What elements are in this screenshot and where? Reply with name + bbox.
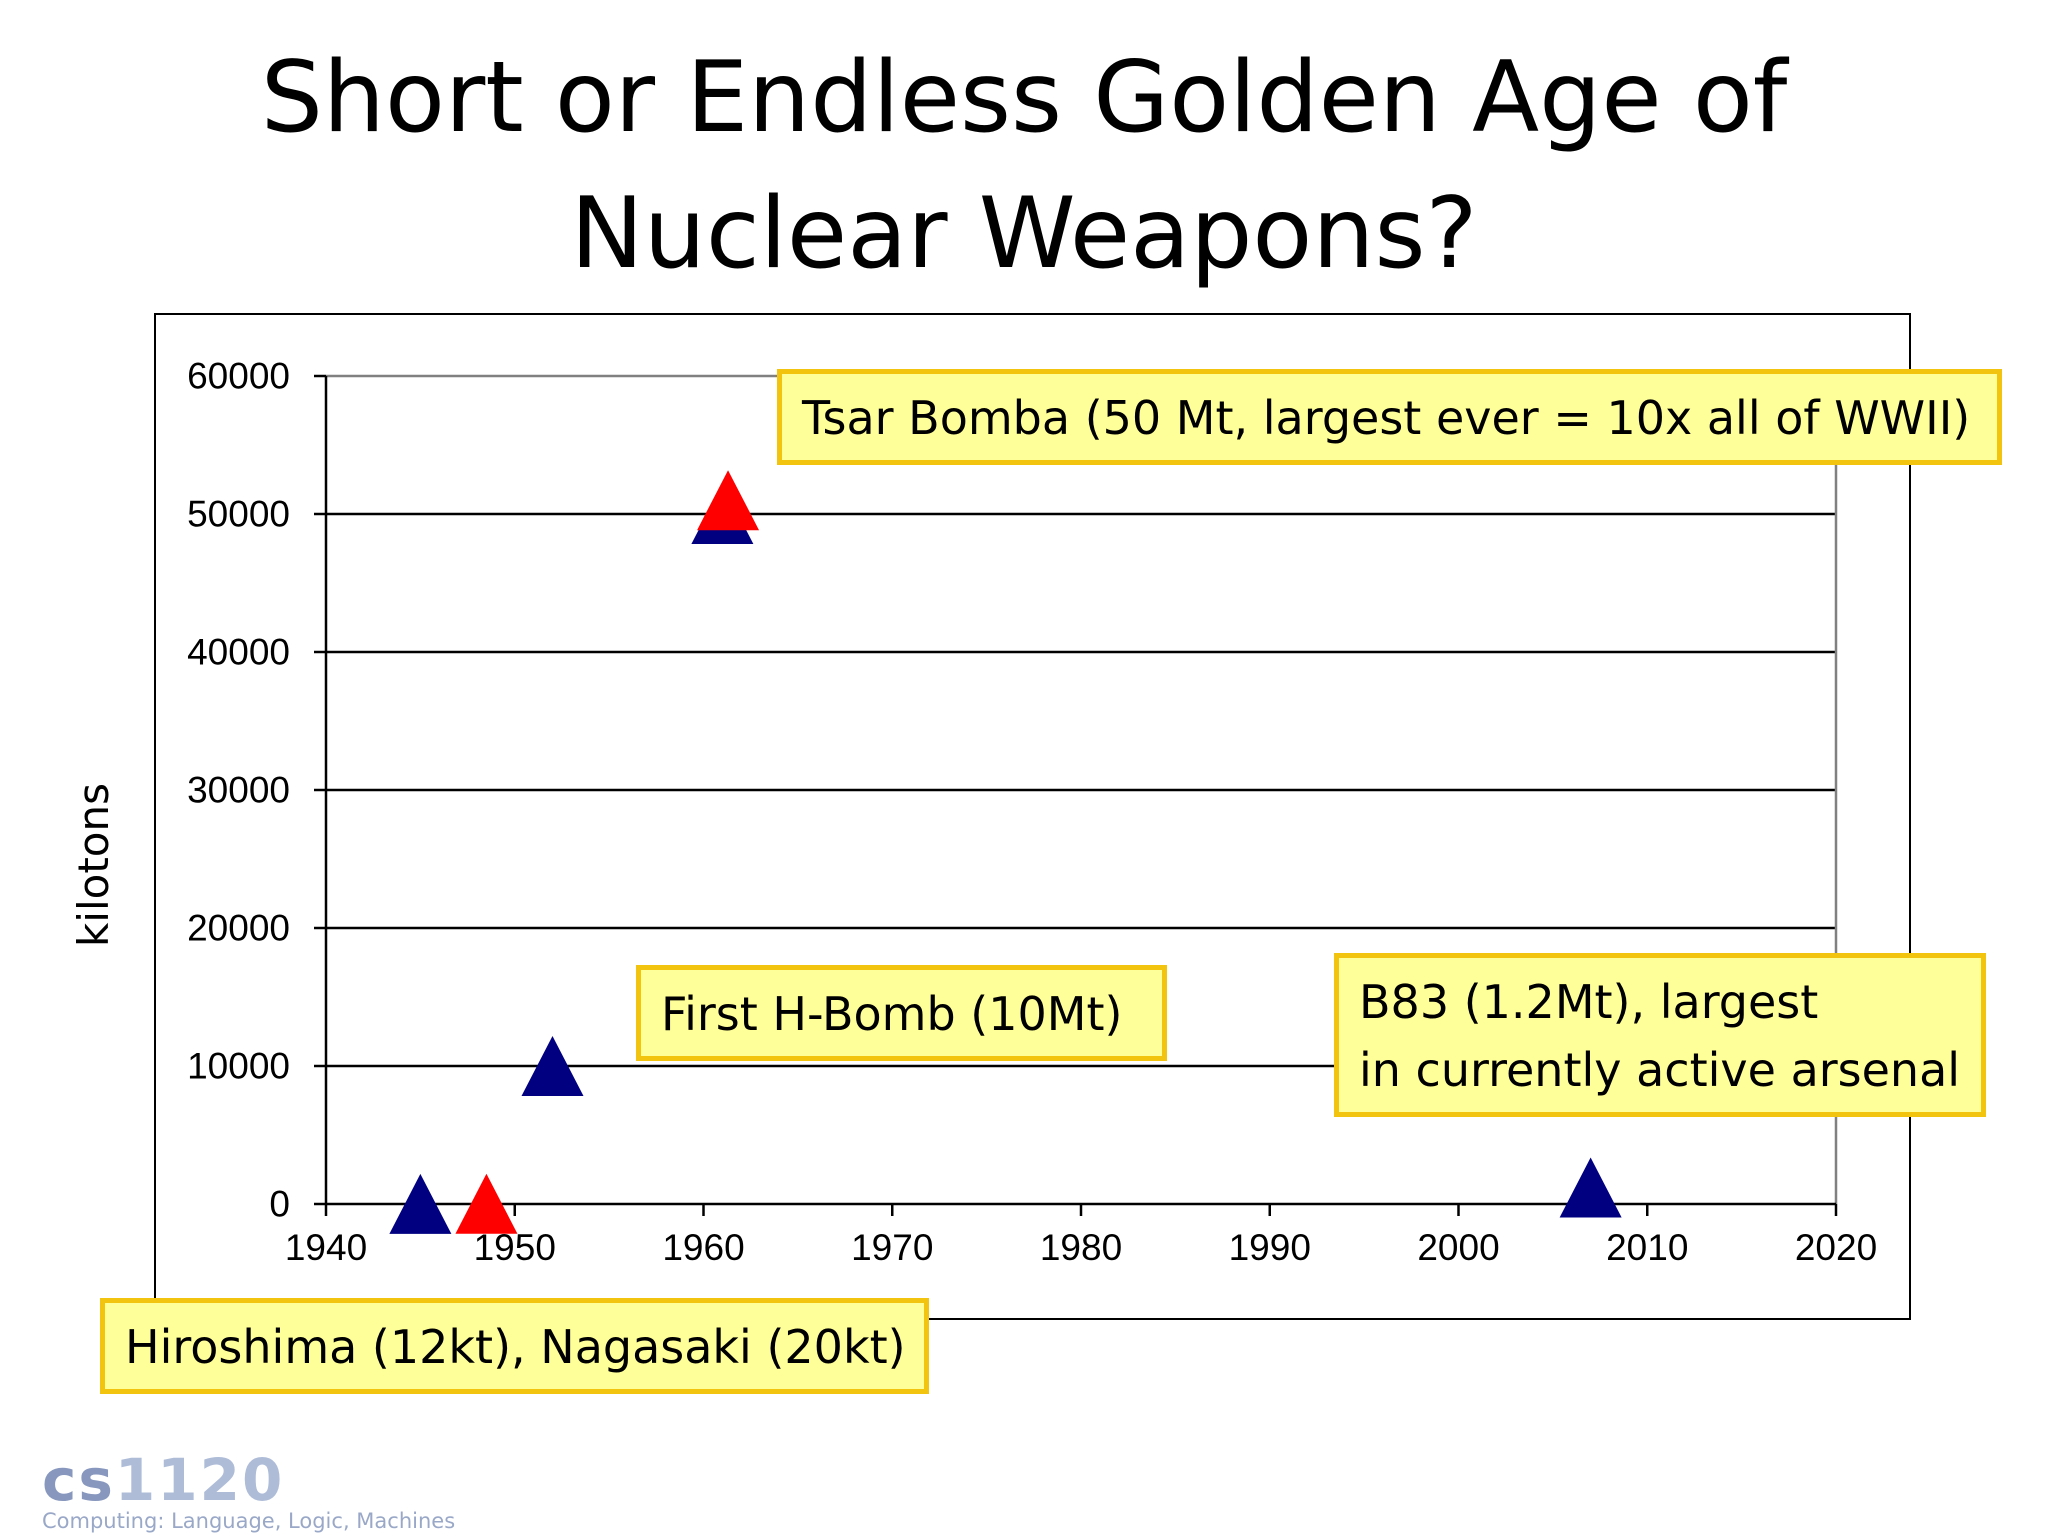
y-tick-label-20000: 20000 bbox=[187, 908, 290, 949]
y-axis-title: kilotons bbox=[69, 783, 118, 947]
course-logo-subtitle: Computing: Language, Logic, Machines bbox=[42, 1509, 456, 1533]
y-tick-label-30000: 30000 bbox=[187, 770, 290, 811]
slide-title-line-2: Nuclear Weapons? bbox=[570, 177, 1478, 291]
x-tick-label-2020: 2020 bbox=[1795, 1227, 1877, 1268]
callout-first-h-bomb-text: First H-Bomb (10Mt) bbox=[661, 987, 1123, 1041]
x-tick-label-1980: 1980 bbox=[1040, 1227, 1122, 1268]
callout-b83: B83 (1.2Mt), largest in currently active… bbox=[1334, 953, 1986, 1117]
callout-tsar-bomba: Tsar Bomba (50 Mt, largest ever = 10x al… bbox=[777, 369, 2002, 465]
x-tick-label-2000: 2000 bbox=[1417, 1227, 1499, 1268]
y-tick-label-10000: 10000 bbox=[187, 1046, 290, 1087]
callout-hiroshima-nagasaki-text: Hiroshima (12kt), Nagasaki (20kt) bbox=[125, 1320, 906, 1374]
y-tick-label-40000: 40000 bbox=[187, 632, 290, 673]
y-tick-label-60000: 60000 bbox=[187, 356, 290, 397]
callout-first-h-bomb: First H-Bomb (10Mt) bbox=[636, 965, 1167, 1061]
slide-title: Short or Endless Golden Age of Nuclear W… bbox=[0, 30, 2048, 302]
x-tick-label-1990: 1990 bbox=[1229, 1227, 1311, 1268]
x-tick-label-1940: 1940 bbox=[285, 1227, 367, 1268]
y-tick-label-0: 0 bbox=[269, 1184, 290, 1225]
chart-frame bbox=[154, 313, 1911, 1320]
marker-series-2-point-2 bbox=[697, 470, 760, 531]
y-tick-label-50000: 50000 bbox=[187, 494, 290, 535]
callout-tsar-bomba-text: Tsar Bomba (50 Mt, largest ever = 10x al… bbox=[802, 391, 1971, 445]
x-tick-label-2010: 2010 bbox=[1606, 1227, 1688, 1268]
marker-series-2-point-1 bbox=[455, 1173, 518, 1234]
x-tick-label-1950: 1950 bbox=[474, 1227, 556, 1268]
marker-series-1-point-2 bbox=[521, 1036, 584, 1096]
callout-hiroshima-nagasaki: Hiroshima (12kt), Nagasaki (20kt) bbox=[100, 1298, 929, 1394]
x-tick-label-1970: 1970 bbox=[851, 1227, 933, 1268]
callout-b83-line-2: in currently active arsenal bbox=[1359, 1043, 1961, 1097]
slide-title-line-1: Short or Endless Golden Age of bbox=[260, 41, 1788, 155]
course-logo-number: 1120 bbox=[114, 1446, 285, 1514]
course-logo-wordmark: cs1120 bbox=[42, 1448, 455, 1512]
marker-series-1-point-4 bbox=[1559, 1157, 1622, 1218]
marker-series-1-point-1 bbox=[389, 1173, 452, 1234]
course-logo: cs1120 Computing: Language, Logic, Machi… bbox=[42, 1448, 455, 1534]
course-logo-prefix: cs bbox=[42, 1446, 115, 1514]
x-tick-label-1960: 1960 bbox=[662, 1227, 744, 1268]
callout-b83-line-1: B83 (1.2Mt), largest bbox=[1359, 975, 1819, 1029]
